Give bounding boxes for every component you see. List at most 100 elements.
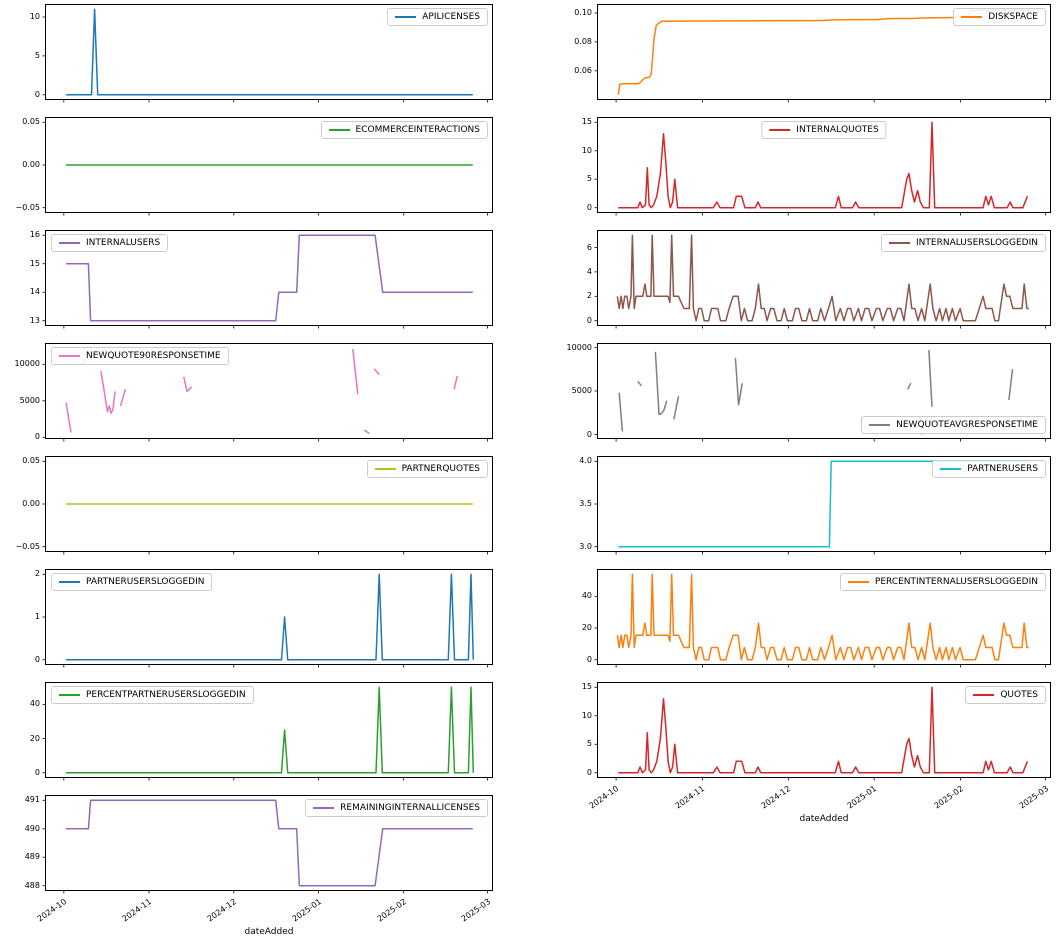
y-tick-label: 490: [24, 823, 40, 833]
legend-partnerquotes: PARTNERQUOTES: [366, 460, 488, 478]
panel-partnerusersloggedin: 0 1 2 PARTNERUSERSLOGGEDIN: [35, 569, 493, 668]
legend-label: PERCENTINTERNALUSERSLOGGEDIN: [874, 577, 1038, 587]
y-tick-label: 0: [586, 767, 592, 777]
y-tick-label: 5: [34, 50, 40, 60]
y-tick-label: 5000: [19, 395, 40, 405]
newquoteavgresponsetime-series-line: [928, 350, 933, 407]
legend-line-sample: [769, 129, 791, 131]
legend-line-sample: [940, 468, 962, 470]
internalquotes-plot-area: [594, 121, 1046, 216]
newquoteavgresponsetime-series-line: [618, 392, 624, 432]
legend-label: PARTNERUSERSLOGGEDIN: [86, 577, 205, 587]
y-tick-label: 0.06: [574, 65, 592, 75]
legend-line-sample: [313, 807, 335, 809]
legend-quotes: QUOTES: [965, 686, 1046, 704]
newquote90responsetime-series-line: [119, 388, 127, 407]
y-tick-label: 0: [34, 767, 40, 777]
panel-remaininginternallicenses: 488 489 490 491 REMAININGINTERNALLICENSES: [25, 795, 493, 894]
newquote90responsetime-series-line: [453, 375, 458, 390]
y-tick-label: 10: [581, 145, 592, 155]
y-tick-label: 1: [34, 612, 40, 621]
y-tick-label: 0: [34, 89, 40, 99]
y-tick-label: 0.05: [22, 117, 40, 127]
x-tick-label: 2024-10: [35, 897, 68, 924]
legend-line-sample: [889, 242, 911, 244]
y-tick-label: 40: [29, 699, 40, 709]
internalusers-series-line: [66, 234, 473, 322]
legend-apilicenses: APILICENSES: [387, 8, 488, 26]
y-tick-label: 15: [29, 258, 40, 268]
ecommerceinteractions-plot-area: [42, 121, 488, 216]
legend-percentinternalusersloggedin: PERCENTINTERNALUSERSLOGGEDIN: [839, 573, 1046, 591]
x-tick-label: 2024-12: [759, 784, 793, 811]
percentpartnerusersloggedin-plot-area: [42, 686, 488, 781]
y-tick-label: 10000: [14, 359, 40, 369]
partnerquotes-plot-area: [42, 460, 488, 555]
newquoteavgresponsetime-plot-area: [594, 347, 1046, 442]
internalquotes-series-line: [618, 121, 1029, 209]
x-tick-label: 2025-01: [845, 784, 879, 811]
legend-line-sample: [328, 129, 350, 131]
panel-apilicenses: 0 5 10 APILICENSES: [30, 4, 493, 103]
newquote90responsetime-series-line: [183, 376, 193, 393]
legend-label: NEWQUOTE90RESPONSETIME: [86, 351, 221, 361]
legend-line-sample: [59, 694, 80, 696]
legend-ecommerceinteractions: ECOMMERCEINTERACTIONS: [320, 121, 488, 139]
internalusersloggedin-series-line: [616, 234, 1029, 322]
panel-internalusers: 13 14 15 16 INTERNALUSERS: [30, 230, 493, 329]
y-tick-label: 2: [34, 569, 40, 579]
x-axis-title: dateAdded: [244, 927, 294, 937]
legend-label: INTERNALQUOTES: [796, 125, 879, 135]
newquote90responsetime-series-line: [100, 370, 116, 414]
panel-partnerusers: 3.0 3.5 4.0 PARTNERUSERS: [579, 456, 1051, 555]
y-tick-label: 488: [24, 880, 40, 890]
legend-remaininginternallicenses: REMAININGINTERNALLICENSES: [305, 799, 488, 817]
internalusersloggedin-plot-area: [594, 234, 1046, 329]
y-tick-label: 10: [29, 12, 40, 21]
x-tick-label: 2025-03: [459, 897, 492, 924]
legend-label: ECOMMERCEINTERACTIONS: [355, 125, 480, 135]
y-tick-label: 5000: [571, 386, 592, 395]
panel-diskspace: 0.06 0.08 0.10 DISKSPACE: [574, 4, 1051, 103]
y-tick-label: 489: [24, 852, 40, 862]
y-tick-label: 0.05: [22, 456, 40, 466]
percentinternalusersloggedin-series-line: [616, 573, 1029, 661]
legend-partnerusersloggedin: PARTNERUSERSLOGGEDIN: [51, 573, 213, 591]
newquoteavgresponsetime-series-line: [734, 357, 743, 406]
panel-percentpartnerusersloggedin: 0 20 40 PERCENTPARTNERUSERSLOGGEDIN: [30, 682, 493, 781]
y-tick-label: 491: [24, 795, 40, 805]
y-tick-label: 13: [29, 315, 40, 325]
x-tick-label: 2024-11: [674, 784, 707, 811]
y-tick-label: 2: [586, 291, 592, 301]
newquote90responsetime-series-line: [373, 368, 380, 376]
newquote90responsetime-series-line: [363, 429, 370, 435]
internalusers-plot-area: [42, 234, 488, 329]
remaininginternallicenses-series-line: [66, 799, 473, 887]
y-tick-label: 0.10: [574, 8, 592, 17]
newquoteavgresponsetime-series-line: [1008, 369, 1014, 401]
y-tick-label: 0: [586, 202, 592, 212]
y-tick-label: 0.00: [22, 499, 40, 508]
y-tick-label: 5: [586, 174, 592, 184]
y-tick-label: −0.05: [15, 202, 40, 212]
partnerusers-plot-area: [594, 460, 1046, 555]
y-tick-label: 0: [586, 429, 592, 439]
y-tick-label: 3.0: [579, 541, 592, 551]
panel-partnerquotes: −0.05 0.00 0.05 PARTNERQUOTES: [15, 456, 493, 555]
legend-label: PARTNERUSERS: [967, 464, 1038, 474]
legend-label: INTERNALUSERSLOGGEDIN: [916, 238, 1038, 248]
y-tick-label: 0: [586, 315, 592, 325]
legend-newquote90responsetime: NEWQUOTE90RESPONSETIME: [51, 347, 229, 365]
panel-newquote90responsetime: 0 5000 10000 NEWQUOTE90RESPONSETIME: [15, 343, 493, 442]
legend-label: REMAININGINTERNALLICENSES: [340, 803, 480, 813]
newquoteavgresponsetime-series-line: [673, 396, 680, 420]
y-tick-label: 4: [586, 266, 592, 276]
apilicenses-plot-area: [42, 8, 488, 103]
legend-percentpartnerusersloggedin: PERCENTPARTNERUSERSLOGGEDIN: [51, 686, 254, 704]
legend-line-sample: [847, 581, 869, 583]
x-tick-label: 2025-02: [932, 784, 965, 811]
legend-label: QUOTES: [1000, 690, 1038, 700]
legend-line-sample: [869, 424, 891, 426]
x-tick-label: 2024-11: [120, 897, 154, 924]
y-tick-label: 14: [29, 287, 40, 297]
